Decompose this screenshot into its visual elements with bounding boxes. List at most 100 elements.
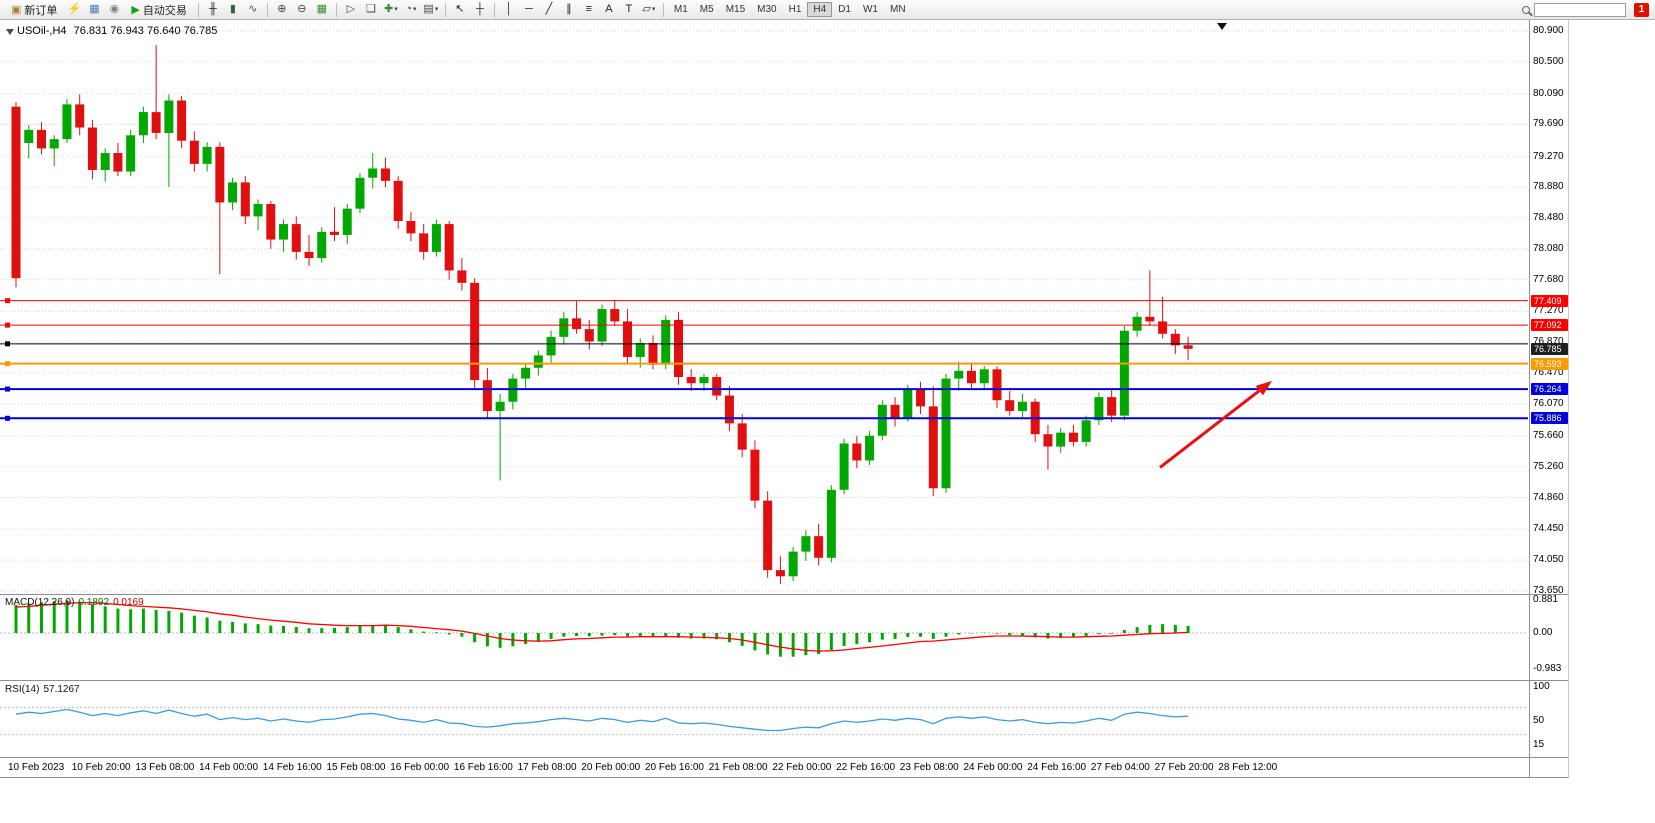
fibonacci-icon[interactable]: ≡ — [579, 1, 599, 18]
time-axis-label: 16 Feb 00:00 — [390, 762, 450, 773]
price-axis-label: 79.690 — [1533, 118, 1564, 130]
chart-shift-marker[interactable] — [1217, 23, 1227, 30]
time-axis-label: 14 Feb 00:00 — [199, 762, 259, 773]
price-axis[interactable]: 80.900 80.500 80.090 79.690 79.270 78.880 78.4… — [1531, 21, 1568, 596]
line-handle[interactable] — [5, 298, 10, 304]
time-axis-label: 16 Feb 16:00 — [453, 762, 513, 773]
bar-chart-icon-glyph: ╫ — [208, 3, 217, 15]
price-axis-label: 77.270 — [1533, 305, 1564, 317]
text-label-icon[interactable]: T — [619, 1, 639, 18]
period-button[interactable]: ◔ ▾ — [401, 1, 421, 18]
one-click-trading-toggle-icon[interactable] — [6, 29, 14, 35]
chart-title: USOil-,H4 76.831 76.943 76.640 76.785 — [17, 25, 217, 37]
shapes-button[interactable]: ▱ ▾ — [639, 1, 659, 18]
crosshair-icon[interactable]: ┼ — [470, 1, 490, 18]
candlestick-chart-icon[interactable]: ▮ — [223, 1, 243, 18]
toolbar-separator — [197, 2, 199, 17]
timeframe-d1-button[interactable]: D1 — [838, 4, 851, 15]
time-axis-label: 23 Feb 08:00 — [899, 762, 959, 773]
time-axis-label: 13 Feb 08:00 — [135, 762, 195, 773]
timeframe-m15-button[interactable]: M15 — [725, 4, 746, 15]
price-axis-label: 75.260 — [1533, 460, 1564, 472]
trendline-icon[interactable]: ╱ — [539, 1, 559, 18]
price-tag: 77.409 — [1531, 294, 1568, 307]
line-handle[interactable] — [5, 415, 10, 421]
market-watch-icon[interactable]: ▦ — [84, 1, 104, 18]
trend-arrow-head[interactable] — [1255, 380, 1272, 396]
macd-axis-label: 0.00 — [1533, 627, 1553, 638]
macd-indicator-pane[interactable] — [0, 595, 1528, 680]
horizontal-line-icon-glyph: ─ — [524, 3, 533, 15]
cursor-icon[interactable]: ↖ — [450, 1, 470, 18]
new-chart-button-dropdown-arrow: ▾ — [394, 6, 398, 13]
macd-axis: 0.881 0.00 -0.983 — [1531, 595, 1568, 680]
auto-scroll-icon[interactable]: ▦ — [312, 1, 332, 18]
pane-separator-rsi[interactable] — [0, 680, 1568, 681]
rsi-name: RSI(14) — [5, 684, 40, 695]
line-chart-icon[interactable]: ∿ — [243, 1, 263, 18]
autotrading-button[interactable]: ▶ 自动交易 — [124, 0, 193, 20]
time-axis-label: 15 Feb 08:00 — [326, 762, 386, 773]
price-axis-label: 78.080 — [1533, 242, 1564, 254]
timeframe-m5-button[interactable]: M5 — [699, 4, 714, 15]
horizontal-line-icon[interactable]: ─ — [519, 1, 539, 18]
price-axis-label: 74.050 — [1533, 554, 1564, 566]
timeframe-m30-button[interactable]: M30 — [757, 4, 777, 15]
text-label-icon-glyph: T — [625, 3, 633, 15]
line-handle[interactable] — [5, 386, 10, 392]
price-axis-label: 80.900 — [1533, 25, 1564, 36]
timeframe-h1-button[interactable]: H1 — [788, 4, 802, 15]
vertical-line-icon[interactable]: │ — [499, 1, 519, 18]
chart-symbol-period: USOil-,H4 — [17, 25, 67, 37]
price-axis-label: 78.880 — [1533, 181, 1564, 193]
rsi-indicator-pane[interactable] — [0, 681, 1528, 757]
time-axis-label: 22 Feb 16:00 — [836, 762, 896, 773]
time-axis-label: 20 Feb 00:00 — [581, 762, 641, 773]
time-axis-label: 21 Feb 08:00 — [708, 762, 768, 773]
line-handle[interactable] — [5, 322, 10, 328]
price-tag: 76.593 — [1531, 357, 1568, 370]
timeframe-h4-button[interactable]: H4 — [807, 2, 833, 17]
indicators-button[interactable]: ▤ ▾ — [421, 1, 441, 18]
vertical-line-icon-glyph: │ — [505, 3, 513, 15]
timeframe-m1-button[interactable]: M1 — [673, 4, 688, 15]
zoom-out-icon[interactable]: ⊖ — [292, 1, 312, 18]
trend-arrow[interactable] — [1159, 389, 1261, 469]
toolbar-separator — [493, 2, 495, 17]
time-axis-separator — [0, 757, 1568, 758]
text-tool-icon[interactable]: A — [599, 1, 619, 18]
indicators-button-glyph: ▤ — [423, 3, 434, 15]
price-axis-label: 80.500 — [1533, 55, 1564, 67]
time-axis[interactable]: 10 Feb 2023 10 Feb 20:00 13 Feb 08:00 14 Fe… — [0, 758, 1528, 777]
candlestick-chart[interactable] — [0, 21, 1528, 594]
notification-badge[interactable]: 1 — [1634, 2, 1649, 17]
toolbar-search — [1522, 2, 1626, 17]
chart-shift-icon[interactable]: ▷ — [341, 1, 361, 18]
candlestick-chart-icon-glyph: ▮ — [229, 3, 236, 15]
macd-signal-value: 0.0169 — [113, 597, 144, 608]
market-watch-icon-glyph: ▦ — [89, 3, 100, 15]
community-icon[interactable]: ◉ — [104, 1, 124, 18]
price-tag: 76.264 — [1531, 383, 1568, 396]
autotrading-button-label: 自动交易 — [142, 4, 187, 17]
timeframe-mn-button[interactable]: MN — [889, 4, 906, 15]
price-axis-label: 73.650 — [1533, 584, 1564, 596]
new-chart-button[interactable]: ✚ ▾ — [381, 1, 401, 18]
timeframe-w1-button[interactable]: W1 — [862, 4, 878, 15]
channel-icon[interactable]: ∥ — [559, 1, 579, 18]
zoom-in-icon[interactable]: ⊕ — [272, 1, 292, 18]
line-handle[interactable] — [5, 341, 10, 347]
search-input[interactable] — [1534, 2, 1626, 17]
window-bottom-border — [0, 777, 1568, 778]
tile-windows-icon[interactable]: ❏ — [361, 1, 381, 18]
new-order-button[interactable]: ▣ 新订单 — [4, 0, 64, 20]
bar-chart-icon[interactable]: ╫ — [203, 1, 223, 18]
new-order-icon: ▣ — [11, 4, 22, 16]
time-axis-label: 14 Feb 16:00 — [262, 762, 322, 773]
flash-icon[interactable]: ⚡ — [64, 1, 84, 18]
macd-axis-label: 0.881 — [1533, 594, 1559, 606]
pane-separator-macd[interactable] — [0, 594, 1568, 595]
line-handle[interactable] — [5, 361, 10, 367]
time-axis-label: 20 Feb 16:00 — [645, 762, 704, 773]
chart-shift-icon-glyph: ▷ — [346, 3, 356, 15]
